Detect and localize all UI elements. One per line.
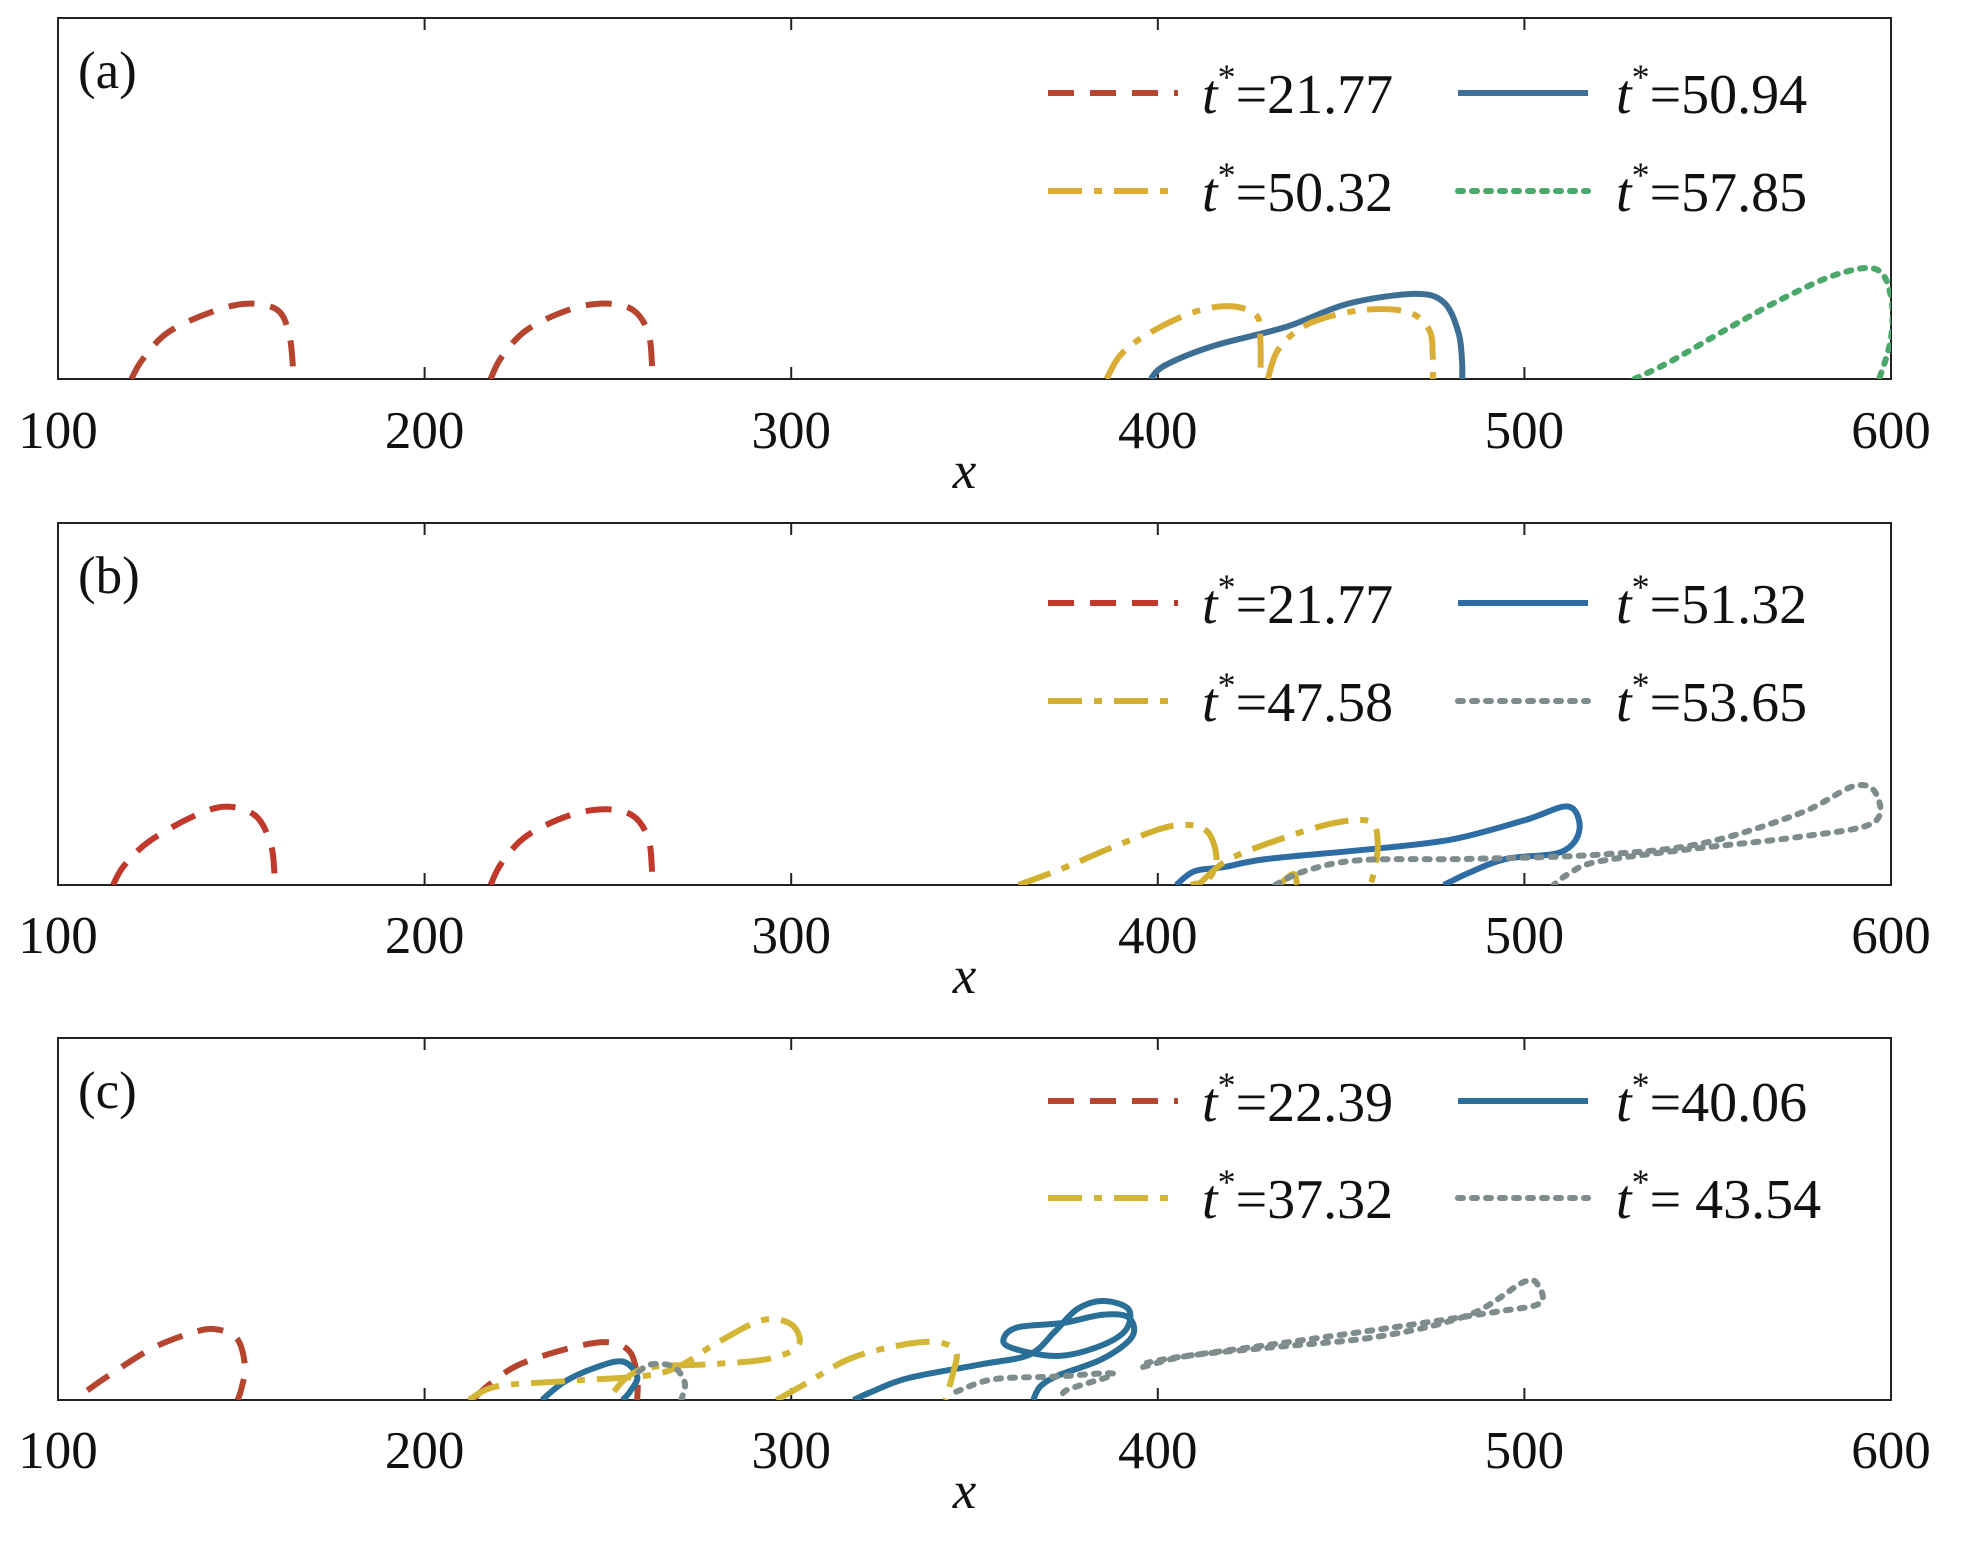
series-line — [1148, 290, 1466, 379]
series-line — [487, 300, 656, 379]
x-tick-label: 200 — [385, 402, 465, 460]
x-tick-label: 500 — [1485, 402, 1565, 460]
x-tick-label: 500 — [1485, 1422, 1565, 1480]
x-tick-label: 600 — [1851, 907, 1931, 965]
legend-label: t*=21.77 — [1202, 57, 1393, 126]
series-curves — [110, 782, 1884, 885]
series-line — [85, 1325, 249, 1400]
x-tick-label: 600 — [1851, 1422, 1931, 1480]
series-curves — [85, 1277, 1546, 1400]
series-line — [852, 1298, 1138, 1400]
x-tick-label: 500 — [1485, 907, 1565, 965]
series-curves — [128, 264, 1891, 379]
legend-label: t*= 43.54 — [1616, 1162, 1821, 1231]
series-line — [1264, 306, 1437, 379]
series-line — [1140, 1277, 1546, 1370]
x-tick-label: 300 — [751, 402, 831, 460]
series-line — [1631, 264, 1891, 379]
x-tick-label: 100 — [18, 402, 98, 460]
x-axis-label: x — [952, 1462, 977, 1520]
legend-label: t*=21.77 — [1202, 567, 1393, 636]
series-line — [110, 803, 278, 885]
x-tick-label: 400 — [1118, 402, 1198, 460]
series-line — [634, 1360, 689, 1400]
x-tick-label: 600 — [1851, 402, 1931, 460]
series-line — [775, 1338, 960, 1400]
x-tick-label: 300 — [751, 907, 831, 965]
panel-label: (c) — [78, 1062, 137, 1120]
legend-label: t*=47.58 — [1202, 665, 1393, 734]
panel-label: (a) — [78, 42, 137, 100]
series-line — [1103, 303, 1264, 379]
panel-label: (b) — [78, 547, 140, 605]
series-line — [487, 806, 656, 885]
legend-label: t*=53.65 — [1616, 665, 1807, 734]
series-line — [128, 300, 296, 379]
x-axis-label: x — [952, 442, 977, 500]
legend-label: t*=22.39 — [1202, 1065, 1393, 1134]
x-tick-label: 200 — [385, 1422, 465, 1480]
series-line — [953, 1370, 1117, 1400]
x-tick-label: 400 — [1118, 1422, 1198, 1480]
legend: t*=21.77 t*=51.32 t*=47.58 t*=53.65 — [1048, 567, 1807, 734]
x-axis-label: x — [952, 947, 977, 1005]
legend-label: t*=57.85 — [1616, 155, 1807, 224]
x-tick-label: 400 — [1118, 907, 1198, 965]
legend: t*=22.39 t*=40.06 t*=37.32 t*= 43.54 — [1048, 1065, 1821, 1231]
x-tick-label: 200 — [385, 907, 465, 965]
series-line — [470, 1339, 641, 1400]
x-tick-label: 300 — [751, 1422, 831, 1480]
x-tick-label: 100 — [18, 907, 98, 965]
legend-label: t*=51.32 — [1616, 567, 1807, 636]
legend-label: t*=40.06 — [1616, 1065, 1807, 1134]
legend-label: t*=50.32 — [1202, 155, 1393, 224]
plot-frame — [57, 17, 1892, 380]
legend: t*=21.77 t*=50.94 t*=50.32 t*=57.85 — [1048, 57, 1807, 224]
x-tick-label: 100 — [18, 1422, 98, 1480]
legend-label: t*=37.32 — [1202, 1162, 1393, 1231]
legend-label: t*=50.94 — [1616, 57, 1807, 126]
series-line — [1272, 782, 1884, 885]
